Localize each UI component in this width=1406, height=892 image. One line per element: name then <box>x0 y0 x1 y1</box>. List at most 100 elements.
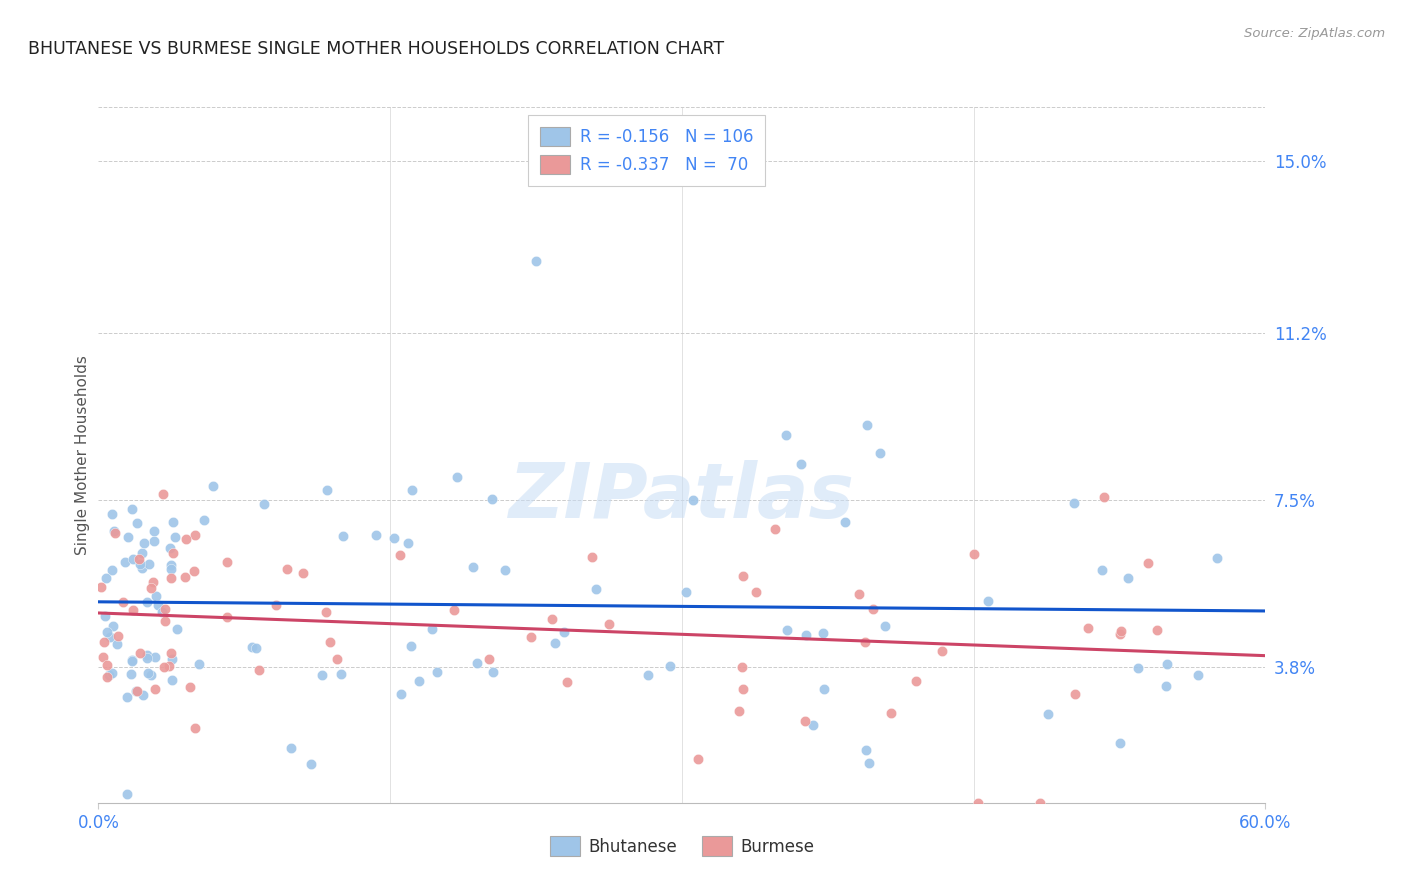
Point <box>121 501 143 516</box>
Point <box>855 417 877 432</box>
Point <box>117 530 139 544</box>
Point <box>1156 657 1178 671</box>
Point <box>183 564 205 578</box>
Point <box>793 714 815 728</box>
Point <box>142 524 165 538</box>
Point <box>519 630 541 644</box>
Point <box>101 666 124 681</box>
Point <box>1109 736 1132 750</box>
Point <box>1126 661 1149 675</box>
Point <box>401 483 423 498</box>
Point <box>319 635 342 649</box>
Point <box>122 551 145 566</box>
Point <box>446 470 468 484</box>
Point <box>162 515 184 529</box>
Point <box>145 589 167 603</box>
Point <box>159 659 181 673</box>
Point <box>478 652 501 666</box>
Point <box>813 626 835 640</box>
Point <box>94 571 117 585</box>
Point <box>540 612 562 626</box>
Point <box>675 584 697 599</box>
Point <box>1187 668 1209 682</box>
Point <box>96 657 118 672</box>
Point <box>848 587 870 601</box>
Point <box>112 594 135 608</box>
Point <box>869 445 891 459</box>
Point <box>688 752 710 766</box>
Point <box>276 562 298 576</box>
Point <box>1036 706 1059 721</box>
Point <box>465 656 488 670</box>
Point <box>125 683 148 698</box>
Point <box>1109 624 1132 638</box>
Point <box>143 682 166 697</box>
Point <box>101 563 124 577</box>
Point <box>905 674 928 689</box>
Point <box>136 666 159 681</box>
Point <box>862 602 884 616</box>
Point <box>90 580 112 594</box>
Point <box>931 644 953 658</box>
Point <box>813 681 835 696</box>
Point <box>166 622 188 636</box>
Point <box>162 673 184 687</box>
Point <box>128 552 150 566</box>
Point <box>875 619 897 633</box>
Point <box>330 667 353 681</box>
Point <box>98 630 121 644</box>
Point <box>139 667 162 681</box>
Point <box>731 660 754 674</box>
Point <box>153 660 176 674</box>
Point <box>101 619 124 633</box>
Point <box>215 555 238 569</box>
Point <box>425 665 447 680</box>
Point <box>252 497 274 511</box>
Point <box>155 601 177 615</box>
Point <box>315 605 337 619</box>
Point <box>131 561 153 575</box>
Point <box>443 603 465 617</box>
Point <box>976 594 998 608</box>
Point <box>581 549 603 564</box>
Point <box>136 595 159 609</box>
Point <box>159 646 181 660</box>
Point <box>143 533 166 548</box>
Point <box>179 681 201 695</box>
Point <box>125 684 148 698</box>
Point <box>150 605 173 619</box>
Point <box>159 541 181 555</box>
Point <box>105 637 128 651</box>
Point <box>332 529 354 543</box>
Point <box>733 568 755 582</box>
Point <box>152 487 174 501</box>
Point <box>389 687 412 701</box>
Point <box>120 667 142 681</box>
Point <box>1206 550 1229 565</box>
Point <box>135 648 157 662</box>
Point <box>494 563 516 577</box>
Point <box>127 516 149 530</box>
Point <box>481 492 503 507</box>
Point <box>682 493 704 508</box>
Point <box>91 649 114 664</box>
Point <box>744 585 766 599</box>
Point <box>159 571 181 585</box>
Point <box>1109 627 1132 641</box>
Point <box>160 652 183 666</box>
Point <box>132 688 155 702</box>
Point <box>728 704 751 718</box>
Point <box>1156 680 1178 694</box>
Point <box>264 599 287 613</box>
Point <box>880 706 903 720</box>
Text: Source: ZipAtlas.com: Source: ZipAtlas.com <box>1244 27 1385 40</box>
Point <box>174 533 197 547</box>
Point <box>855 742 877 756</box>
Point <box>201 479 224 493</box>
Point <box>299 756 322 771</box>
Point <box>1092 490 1115 504</box>
Point <box>162 546 184 560</box>
Point <box>245 641 267 656</box>
Point <box>1028 796 1050 810</box>
Point <box>598 616 620 631</box>
